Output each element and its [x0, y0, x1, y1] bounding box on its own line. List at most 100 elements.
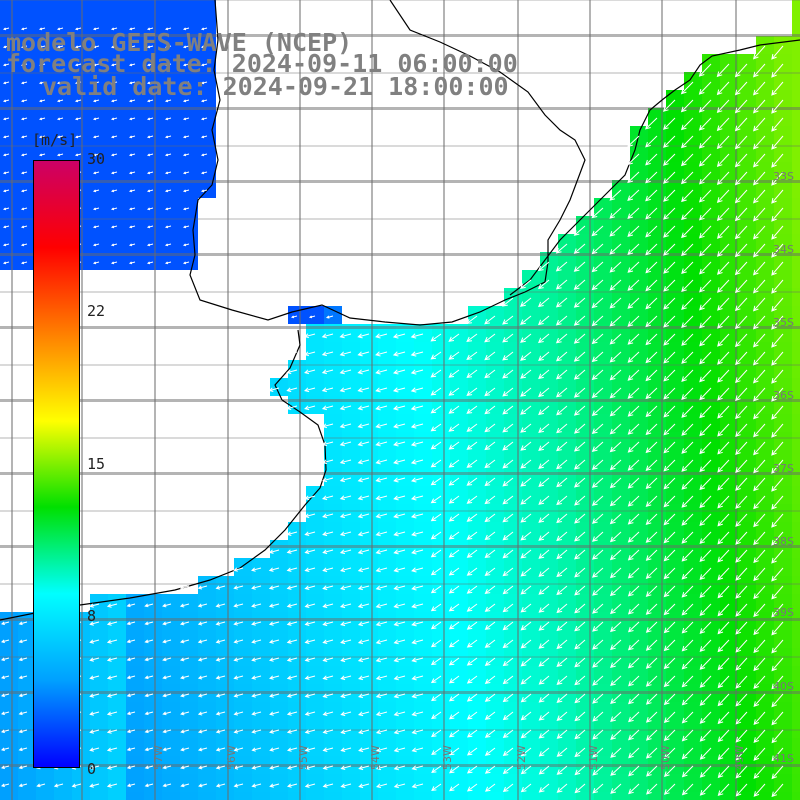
wind-arrow	[627, 567, 640, 579]
wind-arrow	[717, 693, 730, 707]
wind-arrow	[681, 513, 694, 526]
wind-arrow	[197, 675, 208, 680]
wind-arrow	[162, 747, 172, 752]
wind-arrow	[466, 441, 478, 450]
wind-arrow	[110, 99, 118, 103]
wind-arrow	[591, 495, 604, 506]
wind-arrow	[126, 693, 136, 698]
wind-arrow	[663, 171, 676, 184]
wind-arrow	[591, 225, 604, 237]
wind-cell	[342, 594, 360, 612]
wind-arrow	[0, 783, 10, 788]
wind-cell	[72, 126, 90, 144]
wind-arrow	[322, 639, 334, 644]
wind-cell	[324, 522, 342, 540]
wind-arrow	[556, 693, 568, 703]
wind-cell	[684, 594, 702, 612]
wind-cell	[630, 612, 648, 630]
wind-cell	[414, 378, 432, 396]
wind-arrow	[179, 657, 190, 662]
wind-cell	[306, 522, 324, 540]
wind-arrow	[411, 621, 424, 627]
wind-arrow	[609, 351, 622, 363]
wind-cell	[252, 666, 270, 684]
wind-cell	[0, 90, 18, 108]
wind-arrow	[251, 675, 262, 680]
wind-arrow	[663, 639, 676, 652]
wind-cell	[342, 504, 360, 522]
wind-arrow	[110, 243, 118, 247]
wind-cell	[180, 792, 198, 800]
wind-arrow	[753, 333, 766, 348]
wind-cell	[234, 612, 252, 630]
wind-arrow	[753, 531, 766, 546]
wind-cell	[738, 666, 756, 684]
wind-cell	[324, 540, 342, 558]
wind-cell	[738, 432, 756, 450]
wind-cell	[90, 18, 108, 36]
wind-arrow	[466, 783, 478, 792]
wind-cell	[720, 666, 738, 684]
wind-cell	[432, 576, 450, 594]
wind-cell	[180, 198, 198, 216]
wind-cell	[684, 288, 702, 306]
wind-arrow	[610, 657, 622, 669]
wind-arrow	[520, 621, 532, 631]
wind-arrow	[771, 81, 784, 96]
wind-arrow	[717, 351, 730, 365]
wind-arrow	[146, 153, 154, 157]
wind-cell	[144, 144, 162, 162]
wind-cell	[684, 486, 702, 504]
wind-arrow	[699, 621, 712, 634]
wind-arrow	[92, 81, 100, 85]
wind-arrow	[771, 225, 784, 240]
wind-arrow	[627, 657, 640, 669]
wind-cell	[378, 738, 396, 756]
wind-arrow	[556, 711, 568, 721]
wind-cell	[72, 792, 90, 800]
wind-cell	[720, 144, 738, 162]
wind-cell	[378, 342, 396, 360]
wind-arrow	[735, 585, 748, 599]
wind-arrow	[771, 261, 784, 276]
wind-cell	[36, 72, 54, 90]
wind-cell	[360, 414, 378, 432]
wind-arrow	[734, 153, 748, 168]
wind-cell	[396, 630, 414, 648]
wind-arrow	[699, 369, 712, 383]
wind-arrow	[717, 603, 730, 617]
wind-cell	[90, 180, 108, 198]
wind-cell	[684, 360, 702, 378]
wind-arrow	[322, 477, 334, 483]
wind-cell	[756, 792, 774, 800]
wind-arrow	[555, 297, 568, 308]
wind-cell	[702, 558, 720, 576]
wind-cell	[378, 360, 396, 378]
wind-cell	[684, 666, 702, 684]
wind-cell	[720, 792, 738, 800]
wind-arrow	[38, 45, 46, 49]
wind-arrow	[699, 711, 712, 724]
wind-arrow	[592, 639, 604, 650]
wind-cell	[180, 36, 198, 54]
wind-arrow	[538, 531, 550, 541]
wind-cell	[414, 720, 432, 738]
wind-arrow	[681, 639, 694, 652]
wind-arrow	[304, 693, 316, 698]
wind-arrow	[502, 747, 514, 757]
wind-cell	[378, 468, 396, 486]
wind-cell	[774, 684, 792, 702]
wind-arrow	[680, 135, 694, 149]
wind-arrow	[502, 369, 514, 379]
wind-arrow	[610, 765, 622, 776]
wind-arrow	[410, 459, 424, 465]
wind-cell	[126, 0, 144, 18]
wind-cell	[288, 666, 306, 684]
wind-arrow	[393, 531, 406, 537]
wind-arrow	[699, 441, 712, 455]
wind-arrow	[182, 99, 190, 103]
wind-arrow	[89, 657, 100, 662]
wind-cell	[450, 702, 468, 720]
wind-cell	[684, 630, 702, 648]
wind-cell	[756, 90, 774, 108]
